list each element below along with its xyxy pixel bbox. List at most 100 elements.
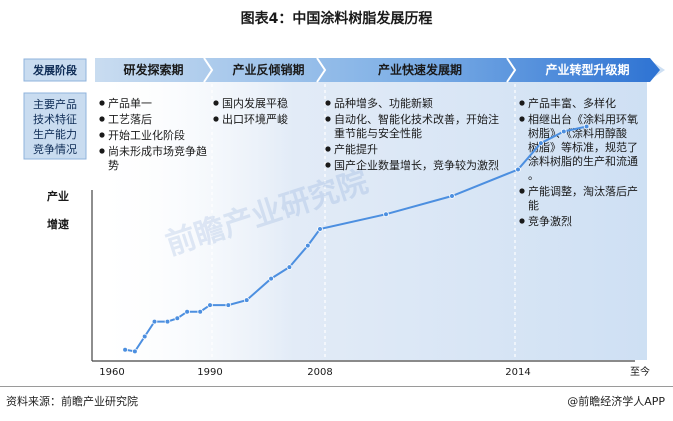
phase-name-4: 产业转型升级期 [545, 62, 629, 77]
chart-title: 图表4：中国涂料树脂发展历程 [240, 11, 433, 27]
phase-4-bullet-3: 产能调整，淘汰落后产能 [528, 184, 638, 212]
bullet-dot [99, 100, 105, 106]
bullet-line: 工艺落后 [108, 113, 152, 126]
data-point-20 [560, 128, 567, 135]
bullet-line: 产能提升 [334, 142, 378, 156]
x-tick-label-5: 至今 [630, 365, 650, 378]
phase-3-bullet-2: 自动化、智能化技术改善，开始注重节能与安全性能 [334, 112, 499, 140]
bullet-line: 出口环境严峻 [222, 112, 288, 126]
x-tick-label-4: 2014 [505, 367, 530, 378]
data-point-8 [197, 308, 204, 315]
bullet-line: 品种增多、功能新颖 [334, 96, 433, 110]
data-point-11 [243, 297, 250, 303]
phase-3-bullet-1: 品种增多、功能新颖 [334, 96, 433, 110]
background-band [92, 58, 665, 360]
bullet-line: 重节能与安全性能 [334, 126, 422, 140]
row-header-2-line: 生产能力 [33, 127, 77, 141]
bullet-line: 竞争激烈 [528, 214, 572, 228]
bullet-dot [213, 116, 219, 122]
bullet-line: 相继出台《涂料用环氧 [528, 112, 638, 126]
row-header-box-1 [23, 58, 87, 82]
bullet-dot [325, 116, 331, 122]
row-header-2-line: 技术特征 [33, 112, 77, 126]
data-point-2 [132, 348, 138, 355]
bullet-line: 产能调整，淘汰落后产 [528, 184, 638, 198]
bullet-line: 国内发展平稳 [222, 96, 288, 110]
bullet-line: 国产企业数量增长，竞争较为激烈 [334, 158, 499, 172]
y-axis-label-line: 增速 [47, 217, 69, 231]
data-point-5 [164, 318, 171, 325]
data-point-17 [449, 193, 455, 199]
data-point-10 [225, 302, 232, 308]
phase-arrow-strip [95, 58, 660, 82]
y-axis-label: 产业增速 [47, 189, 69, 231]
data-point-7 [184, 308, 190, 315]
phase-name-1: 研发探索期 [123, 62, 183, 77]
source-right: @前瞻经济学人APP [567, 395, 665, 408]
bullet-dot [519, 188, 525, 194]
data-point-15 [317, 226, 323, 232]
bullet-dot [99, 148, 105, 154]
data-point-4 [151, 318, 158, 325]
data-point-3 [141, 333, 148, 340]
phase-2-bullet-1: 国内发展平稳 [222, 96, 288, 110]
bullet-line: 尚未形成市场竞争趋 [108, 144, 207, 158]
phase-4-bullet-4: 竞争激烈 [528, 214, 572, 228]
bullet-line: 树脂》等标准，规范了 [528, 140, 638, 154]
data-point-13 [286, 264, 293, 270]
phase-3-bullet-3: 产能提升 [334, 142, 378, 156]
bullet-dot [325, 162, 331, 168]
data-point-18 [515, 166, 521, 173]
bullet-dot [213, 100, 219, 106]
phase-separator-1 [203, 57, 214, 83]
x-tick-label-1: 1960 [99, 367, 124, 378]
phase-1-bullet-2: 工艺落后 [108, 113, 152, 126]
phase-separator-2 [316, 57, 327, 83]
phase-4-bullet-1: 产品丰富、多样化 [528, 96, 616, 110]
row-header-2-line: 竞争情况 [33, 142, 77, 156]
bullet-line: 势 [108, 159, 119, 172]
phase-separator-3 [506, 57, 517, 83]
data-point-19 [538, 140, 544, 146]
bullet-line: 涂料树脂的生产和流通 [528, 154, 638, 168]
data-point-1 [122, 346, 128, 353]
x-tick-label-3: 2008 [307, 367, 332, 378]
data-point-14 [304, 242, 311, 249]
bullet-dot [99, 116, 105, 122]
phase-1-bullet-1: 产品单一 [108, 96, 152, 110]
bullet-dot [519, 218, 525, 224]
bullet-dot [325, 100, 331, 106]
footer-divider [0, 386, 673, 387]
x-tick-label-2: 1990 [197, 367, 222, 378]
data-point-6 [174, 315, 181, 322]
row-header-2-line: 主要产品 [33, 97, 77, 111]
bullet-dot [99, 132, 105, 138]
bullet-line: 自动化、智能化技术改善，开始注 [334, 112, 499, 126]
phase-1-bullet-4: 尚未形成市场竞争趋势 [108, 144, 207, 172]
phase-name-3: 产业快速发展期 [378, 62, 462, 77]
bullet-line: 产品丰富、多样化 [528, 96, 616, 110]
data-point-16 [383, 211, 389, 218]
bullet-line: 。 [528, 169, 539, 182]
data-point-12 [268, 275, 274, 282]
phase-1-bullet-3: 开始工业化阶段 [108, 128, 185, 142]
bullet-dot [519, 100, 525, 106]
bullet-line: 开始工业化阶段 [108, 128, 185, 142]
phase-3-bullet-4: 国产企业数量增长，竞争较为激烈 [334, 158, 499, 172]
row-header-2: 主要产品技术特征生产能力竞争情况 [33, 97, 77, 156]
row-header-box-2 [23, 92, 87, 160]
data-point-9 [207, 302, 213, 308]
source-left: 资料来源：前瞻产业研究院 [6, 395, 138, 408]
y-axis-label-line: 产业 [47, 189, 69, 203]
row-header-1: 发展阶段 [32, 63, 77, 77]
data-point-21 [583, 123, 590, 130]
bullet-dot [519, 116, 525, 122]
bullet-line: 产品单一 [108, 96, 152, 110]
phase-name-2: 产业反倾销期 [232, 62, 304, 77]
bullet-line: 能 [528, 198, 539, 212]
phase-2-bullet-2: 出口环境严峻 [222, 112, 288, 126]
phase-4-bullet-2: 相继出台《涂料用环氧树脂》、《涂料用醇酸树脂》等标准，规范了涂料树脂的生产和流通… [528, 112, 638, 182]
bullet-dot [325, 146, 331, 152]
